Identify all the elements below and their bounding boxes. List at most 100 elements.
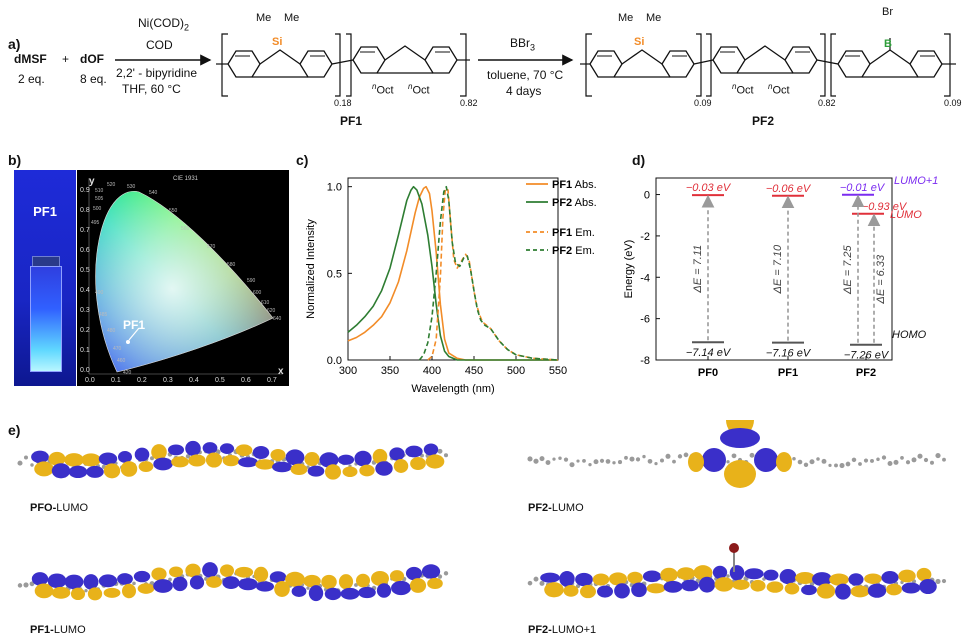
orbital-lobe <box>391 580 411 596</box>
orbital-lobe <box>321 574 337 590</box>
cie-wavelength-mark: 480 <box>107 328 116 334</box>
orbital-lobe <box>324 587 342 601</box>
energy-ytick-label: -8 <box>640 355 650 367</box>
atom <box>24 455 28 460</box>
atom <box>893 459 899 465</box>
atom <box>821 458 827 464</box>
energy-level-chart: 0 -2 -4 -6 -8 Energy (eV) PF0 PF1 PF2 −7.14 eV −0… <box>623 175 938 379</box>
pf1-me1: Me <box>256 12 272 24</box>
lumo-energy-label: −0.93 eV <box>862 201 908 213</box>
atom <box>917 453 923 459</box>
atom <box>558 456 562 460</box>
orbital-lobe <box>290 463 308 476</box>
reaction-scheme <box>115 33 956 97</box>
orbital-lobe <box>308 585 324 602</box>
pf2-sub-si: 0.09 <box>694 98 712 108</box>
spectra-xlabel: Wavelength (nm) <box>411 383 494 395</box>
orbital-lobe <box>255 581 275 592</box>
cie-y-axis-label: y <box>89 176 95 187</box>
orbital-lobe <box>205 452 223 468</box>
atom <box>834 463 838 468</box>
atom <box>797 459 803 465</box>
orbital-lobe <box>34 583 54 599</box>
atom <box>17 460 23 466</box>
spectra-xtick-label: 450 <box>465 365 483 377</box>
panel-e-label: e) <box>8 422 21 438</box>
orbital-lobe <box>168 566 184 578</box>
orbital-lobe <box>698 576 716 593</box>
orbital-lobe <box>712 565 728 580</box>
cie-wavelength-mark: 490 <box>95 290 104 296</box>
cie-wavelength-mark: 600 <box>253 290 262 296</box>
orbital-lobe <box>848 573 864 586</box>
atom <box>533 576 539 582</box>
caption-pf2-lumo: PF2-LUMO <box>528 502 584 514</box>
orbital-lobe <box>864 573 882 584</box>
spectra-chart: 300 350 400 450 500 550 0.0 0.5 1.0 Wavelength (n… <box>305 177 597 395</box>
orbital-lobe <box>681 579 699 592</box>
energy-ytick-label: 0 <box>644 190 650 202</box>
atom <box>545 460 551 465</box>
orbital-lobe <box>608 572 628 586</box>
orbital-lobe <box>795 572 815 584</box>
pf2-me1: Me <box>618 12 634 24</box>
orbital-lobe <box>389 570 405 582</box>
pf1-structure <box>216 33 470 97</box>
orbital-lobe <box>51 463 71 479</box>
orbital-lobe <box>660 567 678 582</box>
atom <box>905 460 911 465</box>
orbital-lobe <box>766 581 784 593</box>
atom <box>575 584 581 589</box>
orbital-lobe <box>916 567 932 582</box>
orbital-lobe <box>829 573 849 586</box>
spectra-xtick-label: 550 <box>549 365 567 377</box>
energy-category-label: PF1 <box>778 367 798 379</box>
cie-wavelength-mark: 560 <box>181 226 190 232</box>
dof-label: dOF <box>80 52 104 66</box>
pf1-sub-si: 0.18 <box>334 98 352 108</box>
cie-ytick: 0.4 <box>80 287 90 294</box>
orbital-lobe <box>776 452 792 472</box>
panel-c-label: c) <box>296 152 309 168</box>
cie-xtick: 0.1 <box>111 377 121 384</box>
dmsf-eq: 2 eq. <box>18 72 45 86</box>
spectra-xtick-label: 350 <box>381 365 399 377</box>
orbital-lobe <box>202 562 218 578</box>
atom <box>876 457 880 462</box>
orbital-lobe <box>627 571 643 584</box>
bromine-atom <box>729 543 739 553</box>
atom <box>923 457 929 463</box>
atom <box>599 458 605 463</box>
cie-ytick: 0.0 <box>80 367 90 374</box>
orbital-lobe <box>81 453 101 467</box>
homo-energy-label: −7.14 eV <box>686 347 732 359</box>
orbital-lobe <box>202 442 218 454</box>
atom <box>84 588 88 593</box>
spectra-xtick-label: 300 <box>339 365 357 377</box>
energy-ytick-label: -2 <box>640 231 650 243</box>
orbital-lobe <box>580 584 596 599</box>
cond-thf: THF, 60 °C <box>122 82 181 96</box>
orbital-lobe <box>51 586 71 599</box>
cie-wavelength-mark: 495 <box>91 220 100 226</box>
reagent-nicod: Ni(COD)2 <box>138 16 190 33</box>
orbital-lobe <box>34 461 54 477</box>
atom <box>816 457 820 461</box>
orbital-lobe <box>688 452 704 472</box>
orbital-lobe <box>779 569 797 585</box>
cie-point-label: PF1 <box>123 318 146 332</box>
orbital-lobe <box>171 456 189 468</box>
spectra-ytick-label: 0.5 <box>327 268 342 280</box>
orbital-lobe <box>222 576 240 590</box>
atom <box>629 456 635 462</box>
legend-entry: PF2 Em. <box>552 245 595 257</box>
atom <box>870 458 874 463</box>
orbital-lobe <box>31 572 49 586</box>
cie-wavelength-mark: 520 <box>107 182 116 188</box>
atom <box>30 463 34 467</box>
cie-wavelength-mark: 470 <box>113 346 122 352</box>
cie-ytick: 0.7 <box>80 227 90 234</box>
orbital-lobe <box>393 459 409 473</box>
atom <box>437 448 443 454</box>
cond-4days: 4 days <box>506 84 542 98</box>
